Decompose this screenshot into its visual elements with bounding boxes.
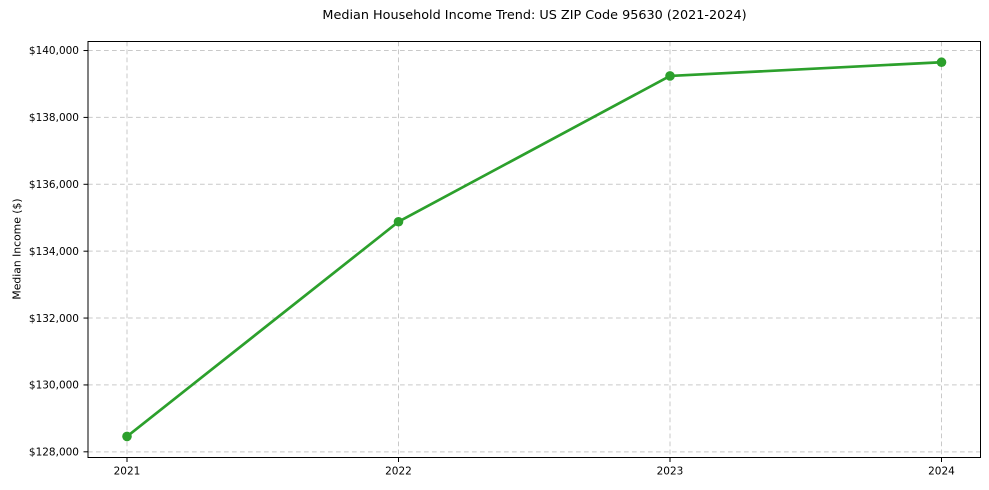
trend-line — [125, 60, 943, 438]
data-point-2023 — [665, 71, 675, 81]
x-tick-label: 2023 — [657, 466, 684, 478]
data-point-2024 — [936, 57, 947, 68]
y-tick-label: $134,000 — [29, 246, 79, 258]
x-tick-label: 2024 — [928, 466, 955, 478]
data-point-2022 — [393, 216, 404, 227]
y-tick-label: $128,000 — [29, 447, 79, 459]
y-tick-label: $138,000 — [29, 112, 79, 124]
x-tick-label: 2021 — [114, 466, 141, 478]
chart-title: Median Household Income Trend: US ZIP Co… — [322, 8, 747, 23]
y-tick-label: $130,000 — [29, 380, 79, 392]
y-tick-label: $132,000 — [29, 313, 79, 325]
data-point-2021 — [122, 431, 132, 442]
y-tick-label: $140,000 — [29, 45, 79, 57]
x-tick-label: 2022 — [385, 466, 412, 478]
plot-border — [87, 41, 981, 458]
y-tick-label: $136,000 — [29, 179, 79, 191]
